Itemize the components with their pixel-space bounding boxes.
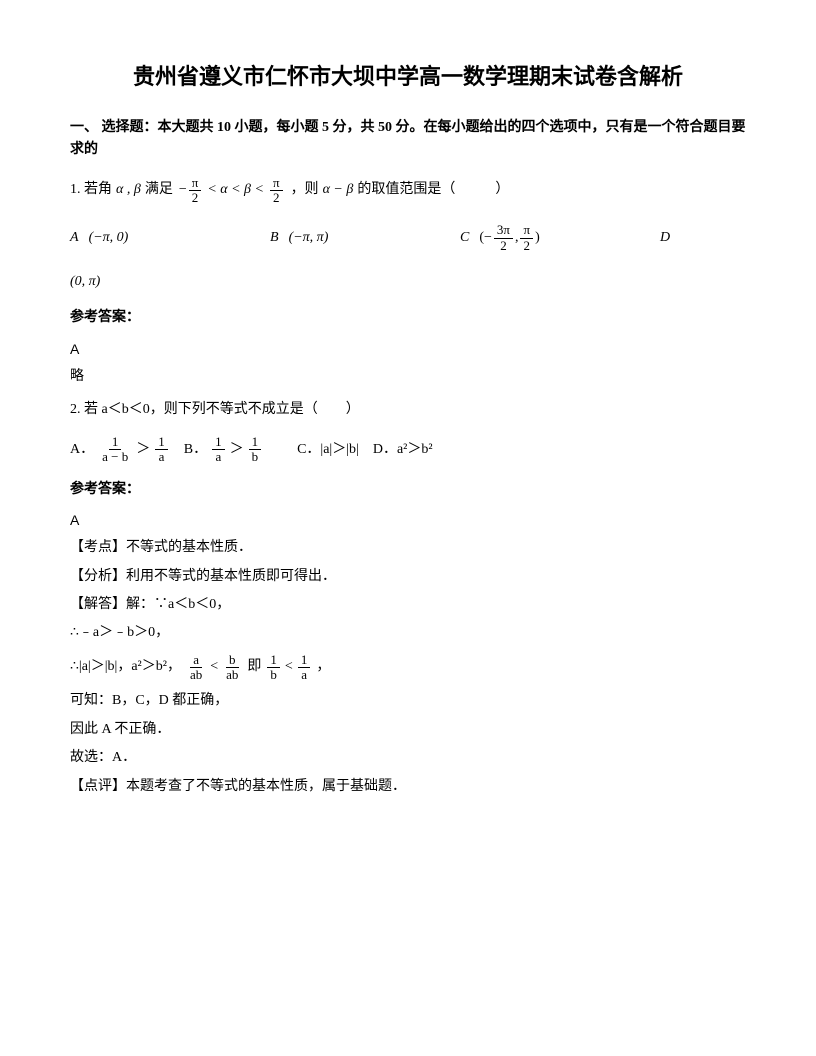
option-d-value: (0, π) xyxy=(70,271,746,293)
option-c: C．|a|＞|b| xyxy=(297,439,359,461)
option-d: D xyxy=(660,227,700,249)
frac-den: 2 xyxy=(497,239,510,253)
frac-den: a xyxy=(212,450,224,464)
neg-sign: − xyxy=(179,179,187,201)
page-title: 贵州省遵义市仁怀市大坝中学高一数学理期末试卷含解析 xyxy=(70,60,746,93)
frac-den: 2 xyxy=(521,239,534,253)
option-c: C (− 3π 2 , π 2 ) xyxy=(460,223,660,253)
paren-close: ) xyxy=(535,227,540,249)
step2-ineq2: 1 b < 1 a xyxy=(265,653,312,683)
option-b-value: (−π, π) xyxy=(289,227,329,249)
frac-num: π xyxy=(520,223,533,238)
frac-a1: 1 a − b xyxy=(99,435,131,465)
gt-sign: ＞ xyxy=(136,439,150,461)
frac-den: a − b xyxy=(99,450,131,464)
q1-prefix: 1. 若角 xyxy=(70,179,112,201)
option-b: B (−π, π) xyxy=(270,227,460,249)
q1-mid2: ，则 xyxy=(291,179,319,201)
q1-alpha-beta: α , β xyxy=(116,179,141,201)
frac-den: 2 xyxy=(270,191,283,205)
q2-solve: 【解答】解：∵a＜b＜0， xyxy=(70,594,746,616)
frac-den: b xyxy=(267,668,280,682)
frac-num: 1 xyxy=(155,435,168,450)
frac-c1: 3π 2 xyxy=(494,223,513,253)
frac-num: 1 xyxy=(298,653,311,668)
q2-analysis: 【分析】利用不等式的基本性质即可得出． xyxy=(70,566,746,588)
frac-num: π xyxy=(270,176,283,191)
q2-step2: ∴|a|＞|b|，a²＞b²， a ab < b ab 即 1 b < 1 a xyxy=(70,653,746,683)
q2-stem: 2. 若 a＜b＜0，则下列不等式不成立是（ ） xyxy=(70,399,746,421)
q1-brief: 略 xyxy=(70,366,746,388)
option-b: B． 1 a ＞ 1 b xyxy=(184,435,263,465)
comma: , xyxy=(515,227,519,249)
frac-num: a xyxy=(190,653,202,668)
answer-label: 参考答案： xyxy=(70,479,746,501)
q2-step5: 故选：A． xyxy=(70,747,746,769)
frac-num: 1 xyxy=(109,435,122,450)
frac-b2: 1 b xyxy=(249,435,262,465)
option-d-label: D xyxy=(660,227,670,249)
q1-amb: α − β xyxy=(323,179,354,201)
option-b-label: B． xyxy=(184,439,207,461)
frac-num: π xyxy=(189,176,202,191)
frac-s2: b ab xyxy=(223,653,241,683)
option-a-label: A． xyxy=(70,439,94,461)
q2-options: A． 1 a − b ＞ 1 a B． 1 a ＞ 1 b C．|a|＞|b| xyxy=(70,435,746,465)
lt-sign: < xyxy=(210,656,218,678)
q2-point: 【考点】不等式的基本性质． xyxy=(70,537,746,559)
step2-prefix: ∴|a|＞|b|，a²＞b²， xyxy=(70,656,181,678)
frac-num: 3π xyxy=(494,223,513,238)
option-a-label: A xyxy=(70,227,79,249)
frac-den: b xyxy=(249,450,262,464)
frac-num: 1 xyxy=(249,435,262,450)
frac-den: ab xyxy=(187,668,205,682)
option-b-label: B xyxy=(270,227,279,249)
cond-mid: < α < β < xyxy=(207,179,264,201)
gt-sign: ＞ xyxy=(230,439,244,461)
step2-mid: 即 xyxy=(247,656,261,678)
q2-step3: 可知：B，C，D 都正确， xyxy=(70,690,746,712)
frac-den: a xyxy=(298,668,310,682)
frac-a2: 1 a xyxy=(155,435,168,465)
option-d: D．a²＞b² xyxy=(373,439,433,461)
q1-suffix: 的取值范围是（ xyxy=(357,179,455,201)
frac-left: π 2 xyxy=(189,176,202,206)
step2-ineq1: a ab < b ab xyxy=(185,653,243,683)
frac-s1: a ab xyxy=(187,653,205,683)
question-2: 2. 若 a＜b＜0，则下列不等式不成立是（ ） A． 1 a − b ＞ 1 … xyxy=(70,399,746,798)
option-a: A (−π, 0) xyxy=(70,227,270,249)
frac-den: a xyxy=(156,450,168,464)
frac-c2: π 2 xyxy=(520,223,533,253)
q2-answer: A xyxy=(70,509,746,531)
frac-den: ab xyxy=(223,668,241,682)
option-c-value: (− 3π 2 , π 2 ) xyxy=(479,223,539,253)
paren-open: (− xyxy=(479,227,492,249)
frac-s3: 1 b xyxy=(267,653,280,683)
q1-end: ） xyxy=(495,179,509,201)
q1-options: A (−π, 0) B (−π, π) C (− 3π 2 , π 2 ) xyxy=(70,223,746,253)
q2-step1: ∴﹣a＞﹣b＞0， xyxy=(70,622,746,644)
option-a: A． 1 a − b ＞ 1 a xyxy=(70,435,170,465)
answer-label: 参考答案： xyxy=(70,307,746,329)
option-a-value: (−π, 0) xyxy=(89,227,129,249)
q1-mid1: 满足 xyxy=(145,179,173,201)
q2-step4: 因此 A 不正确． xyxy=(70,719,746,741)
q2-comment: 【点评】本题考查了不等式的基本性质，属于基础题． xyxy=(70,776,746,798)
option-c-label: C xyxy=(460,227,469,249)
step2-end: ， xyxy=(316,656,330,678)
frac-s4: 1 a xyxy=(298,653,311,683)
q1-condition: − π 2 < α < β < π 2 xyxy=(179,176,285,206)
frac-den: 2 xyxy=(189,191,202,205)
frac-num: b xyxy=(226,653,239,668)
q1-answer: A xyxy=(70,338,746,360)
frac-num: 1 xyxy=(212,435,225,450)
lt-sign: < xyxy=(285,656,293,678)
frac-right: π 2 xyxy=(270,176,283,206)
frac-num: 1 xyxy=(267,653,280,668)
section-header: 一、 选择题：本大题共 10 小题，每小题 5 分，共 50 分。在每小题给出的… xyxy=(70,117,746,162)
frac-b1: 1 a xyxy=(212,435,225,465)
q1-stem: 1. 若角 α , β 满足 − π 2 < α < β < π 2 ，则 α … xyxy=(70,176,746,206)
question-1: 1. 若角 α , β 满足 − π 2 < α < β < π 2 ，则 α … xyxy=(70,176,746,389)
